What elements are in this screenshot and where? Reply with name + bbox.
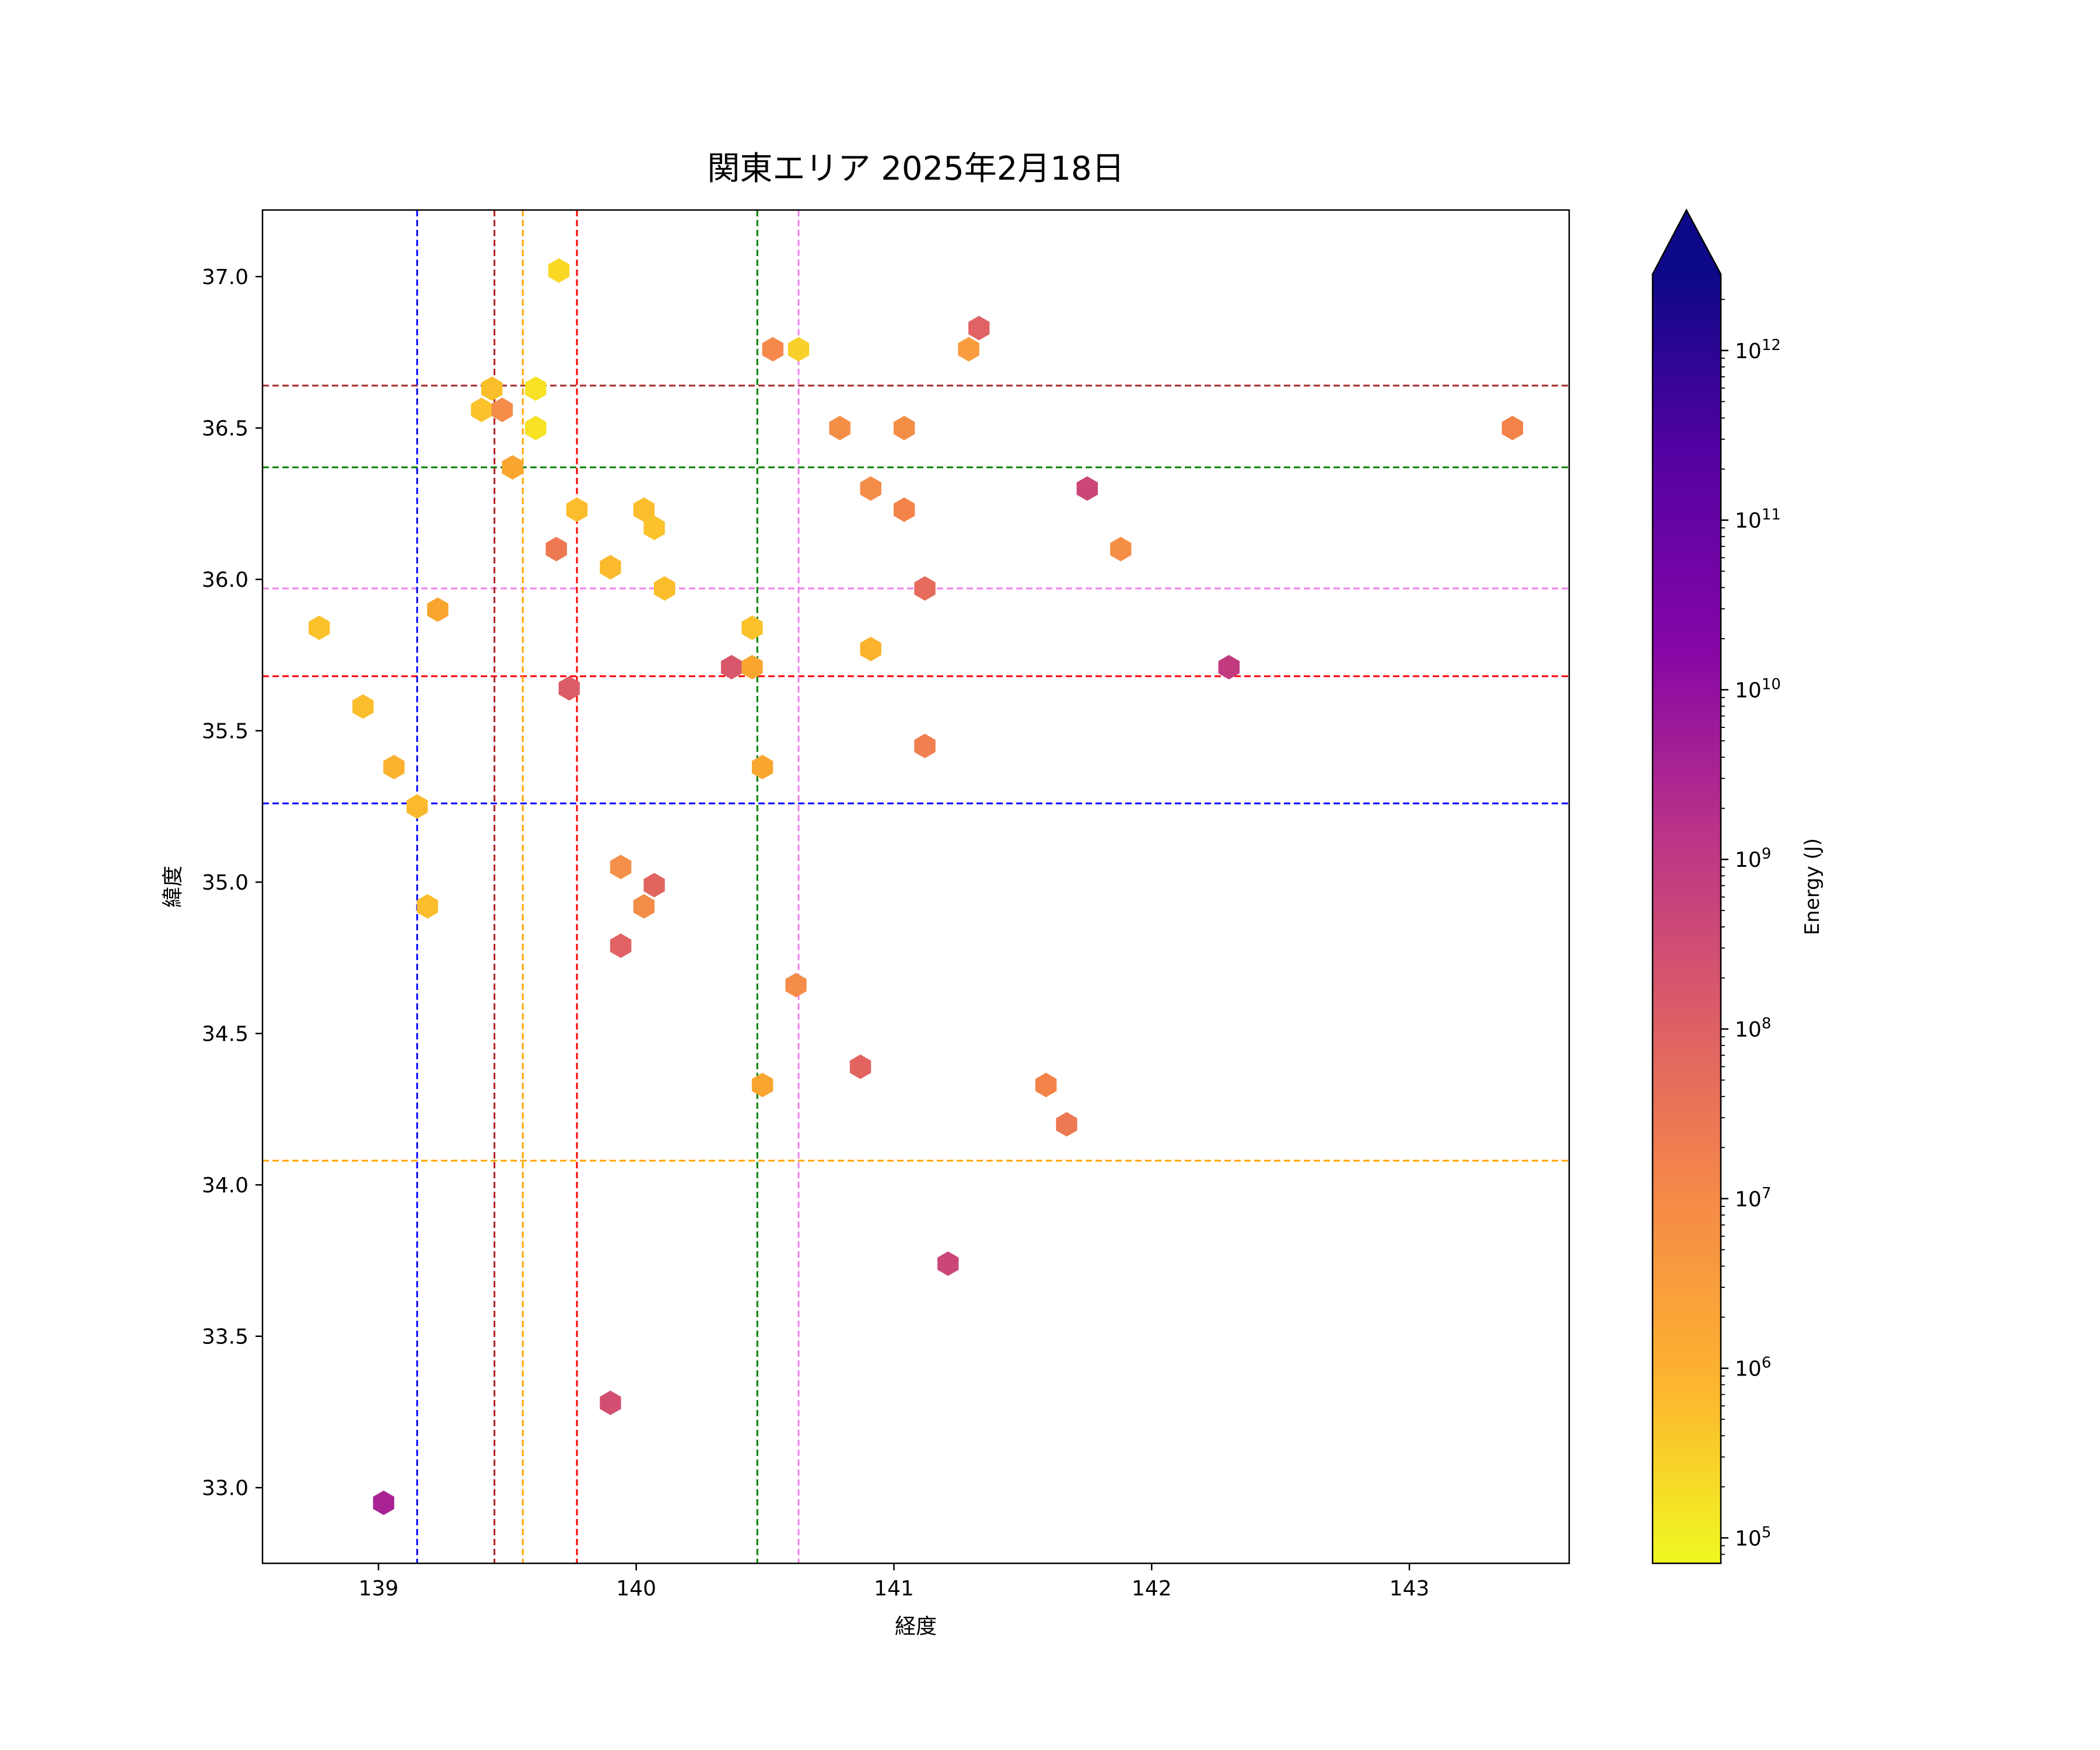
hexbin-point — [600, 1390, 621, 1415]
x-axis: 139 140 141 142 143 — [358, 1563, 1429, 1601]
hexbin-point — [610, 933, 632, 958]
hexbin-point — [383, 755, 405, 779]
colorbar-tick-label: 107 — [1735, 1185, 1771, 1212]
hexbin-point — [741, 615, 763, 640]
colorbar-tick-label: 108 — [1735, 1015, 1771, 1042]
colorbar-label: Energy (J) — [1801, 838, 1824, 935]
y-tick-label: 33.5 — [202, 1325, 249, 1349]
hexbin-point — [566, 497, 588, 522]
chart-title: 関東エリア 2025年2月18日 — [707, 150, 1124, 188]
colorbar-extend-arrow — [1653, 210, 1721, 274]
hexbin-point — [720, 654, 743, 680]
hexbin-point — [937, 1251, 959, 1276]
y-tick-label: 35.0 — [202, 871, 249, 895]
x-tick-label: 143 — [1390, 1577, 1430, 1601]
data-points — [309, 258, 1523, 1516]
y-tick-label: 36.5 — [202, 417, 249, 441]
hexbin-point — [893, 497, 915, 522]
y-axis-label: 緯度 — [161, 866, 185, 908]
y-tick-label: 37.0 — [202, 265, 249, 289]
hexbin-point — [558, 676, 580, 701]
hexbin-point — [502, 455, 523, 480]
hexbin-point — [849, 1054, 872, 1079]
colorbar-tick-label: 109 — [1735, 845, 1771, 872]
plot-background — [262, 210, 1569, 1563]
hexbin-point — [525, 376, 547, 401]
hexbin-point — [471, 397, 492, 422]
colorbar-tick-label: 1012 — [1735, 337, 1781, 363]
colorbar-ticks: 105 106 107 108 109 1010 1011 1012 — [1721, 299, 1781, 1555]
y-axis: 33.0 33.5 34.0 34.5 35.0 35.5 36.0 36.5 37.0 — [202, 265, 262, 1500]
x-tick-label: 139 — [358, 1577, 398, 1601]
hexbin-point — [1110, 537, 1132, 562]
hexbin-point — [1076, 476, 1098, 501]
hexbin-point — [893, 415, 915, 440]
hexbin-point — [751, 755, 774, 779]
colorbar-outline — [1651, 208, 1722, 1564]
colorbar-tick-label: 106 — [1735, 1354, 1771, 1381]
colorbar: 105 106 107 108 109 1010 1011 1012 Energy (J) — [1651, 208, 1824, 1564]
hexbin-point — [610, 855, 632, 880]
colorbar-gradient — [1653, 274, 1721, 1563]
x-tick-label: 140 — [616, 1577, 656, 1601]
hexbin-point — [633, 497, 655, 522]
hexbin-point — [633, 894, 655, 919]
hexbin-point — [788, 337, 810, 362]
hexbin-point — [1035, 1073, 1057, 1097]
colorbar-tick-label: 105 — [1735, 1524, 1771, 1550]
hexbin-point — [643, 873, 665, 898]
hexbin-point — [525, 415, 547, 440]
y-tick-label: 33.0 — [202, 1476, 249, 1500]
y-tick-label: 34.5 — [202, 1023, 249, 1046]
y-tick-label: 36.0 — [202, 568, 249, 592]
hexbin-point — [1218, 654, 1240, 680]
hexbin-point — [860, 476, 881, 501]
hexbin-point — [762, 337, 783, 362]
hexbin-point — [785, 972, 807, 998]
hexbin-point — [958, 337, 979, 362]
hexbin-point — [914, 733, 936, 758]
hexbin-point — [373, 1490, 394, 1516]
hexbin-point — [491, 397, 513, 422]
hexbin-point — [416, 894, 438, 919]
hexbin-point — [352, 694, 374, 719]
y-tick-label: 35.5 — [202, 720, 249, 744]
hexbin-point — [309, 615, 330, 640]
colorbar-tick-label: 1010 — [1735, 676, 1781, 702]
hexbin-point — [914, 576, 936, 601]
vertical-reference-lines — [416, 210, 800, 1563]
x-axis-label: 経度 — [895, 1615, 937, 1639]
hexbin-point — [406, 794, 428, 819]
hexbin-point — [829, 415, 850, 440]
hexbin-point — [968, 316, 990, 341]
hexbin-point — [600, 555, 621, 580]
hexbin-point — [1056, 1112, 1077, 1137]
hexbin-point — [741, 654, 763, 680]
hexbin-point — [643, 516, 665, 540]
hexbin-point — [548, 258, 570, 283]
hexbin-point — [481, 376, 503, 401]
hexbin-point — [751, 1073, 774, 1097]
hexbin-point — [860, 636, 881, 662]
hexbin-point — [1502, 415, 1523, 440]
x-tick-label: 141 — [874, 1577, 914, 1601]
plot-area — [261, 209, 1570, 1564]
y-tick-label: 34.0 — [202, 1174, 249, 1198]
plot-frame — [261, 209, 1570, 1564]
hexbin-point — [545, 537, 567, 562]
x-tick-label: 142 — [1132, 1577, 1172, 1601]
hexbin-point — [654, 576, 676, 601]
colorbar-tick-label: 1011 — [1735, 506, 1781, 533]
hexbin-point — [427, 597, 449, 622]
